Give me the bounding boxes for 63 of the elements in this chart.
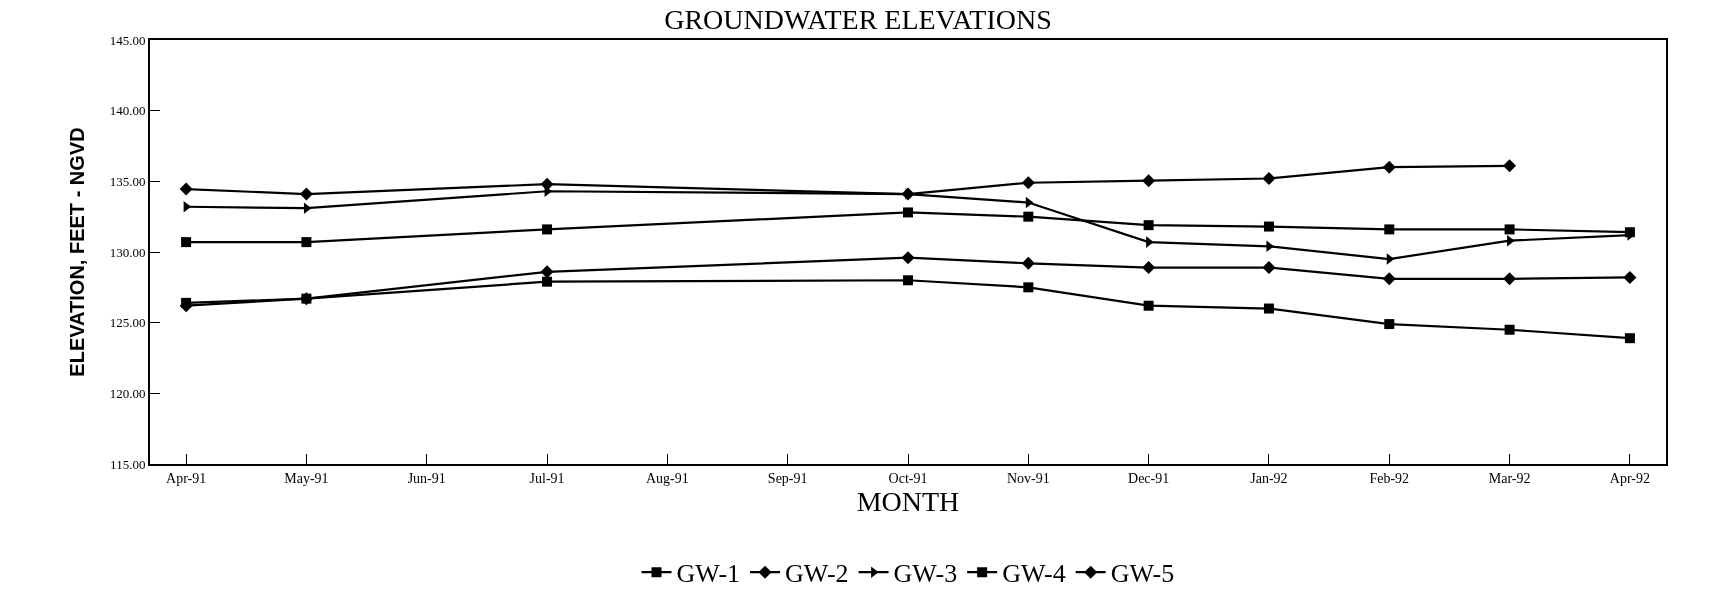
legend-label: GW-1 bbox=[676, 559, 741, 589]
x-axis-title: MONTH bbox=[856, 485, 960, 517]
point bbox=[542, 276, 553, 287]
point bbox=[1624, 333, 1635, 344]
point bbox=[542, 224, 553, 235]
point bbox=[540, 265, 554, 279]
point bbox=[1143, 300, 1154, 311]
point bbox=[1142, 261, 1156, 275]
x-tick-label: Mar-92 bbox=[1488, 470, 1531, 486]
point bbox=[1023, 211, 1034, 222]
point bbox=[183, 201, 192, 213]
point bbox=[1382, 272, 1396, 286]
legend-label: GW-4 bbox=[1002, 559, 1066, 589]
y-tick-label: 125.00 bbox=[109, 315, 146, 331]
point bbox=[1503, 272, 1517, 286]
y-axis-title: ELEVATION, FEET - NGVD bbox=[65, 127, 88, 377]
chart-title: GROUNDWATER ELEVATIONS bbox=[664, 3, 1052, 35]
point bbox=[903, 207, 913, 218]
point bbox=[303, 202, 312, 214]
x-tick-label: May-91 bbox=[284, 470, 329, 486]
point bbox=[299, 187, 313, 201]
legend-label: GW-2 bbox=[785, 559, 849, 589]
point bbox=[1504, 324, 1515, 335]
point bbox=[179, 182, 193, 196]
legend-label: GW-3 bbox=[893, 559, 958, 589]
point bbox=[1386, 253, 1395, 265]
point bbox=[1262, 261, 1276, 275]
x-tick-label: Feb-92 bbox=[1369, 470, 1410, 486]
x-tick-label: Jan-92 bbox=[1250, 470, 1288, 486]
legend-label: GW-5 bbox=[1110, 559, 1175, 589]
point bbox=[1143, 220, 1154, 231]
x-tick-label: Dec-91 bbox=[1128, 470, 1170, 486]
point bbox=[1262, 172, 1276, 186]
point bbox=[1384, 319, 1395, 330]
point bbox=[181, 237, 192, 248]
point bbox=[1021, 176, 1035, 190]
point bbox=[1263, 221, 1274, 232]
x-tick-label: Aug-91 bbox=[645, 470, 689, 486]
y-tick-label: 115.00 bbox=[110, 456, 146, 472]
y-tick-label: 140.00 bbox=[109, 103, 146, 119]
point bbox=[1263, 303, 1274, 314]
point bbox=[301, 237, 312, 248]
point bbox=[901, 251, 915, 265]
x-tick-label: Oct-91 bbox=[888, 470, 928, 486]
point bbox=[1382, 160, 1396, 174]
point bbox=[1384, 224, 1395, 235]
point bbox=[1142, 174, 1156, 188]
y-tick-label: 130.00 bbox=[109, 244, 146, 260]
y-tick-label: 120.00 bbox=[109, 385, 146, 401]
point bbox=[903, 275, 913, 286]
point bbox=[1623, 270, 1637, 284]
x-tick-label: Apr-92 bbox=[1609, 470, 1650, 486]
point bbox=[1021, 256, 1035, 270]
y-tick-label: 135.00 bbox=[109, 173, 146, 189]
x-tick-label: Nov-91 bbox=[1006, 470, 1050, 486]
point bbox=[1023, 282, 1034, 293]
x-tick-label: Jul-91 bbox=[529, 470, 565, 486]
x-tick-label: Jun-91 bbox=[407, 470, 446, 486]
x-tick-label: Apr-91 bbox=[166, 470, 207, 486]
y-tick-label: 145.00 bbox=[109, 32, 146, 48]
point bbox=[1503, 159, 1517, 173]
x-tick-label: Sep-91 bbox=[767, 470, 808, 486]
point bbox=[1504, 224, 1515, 235]
